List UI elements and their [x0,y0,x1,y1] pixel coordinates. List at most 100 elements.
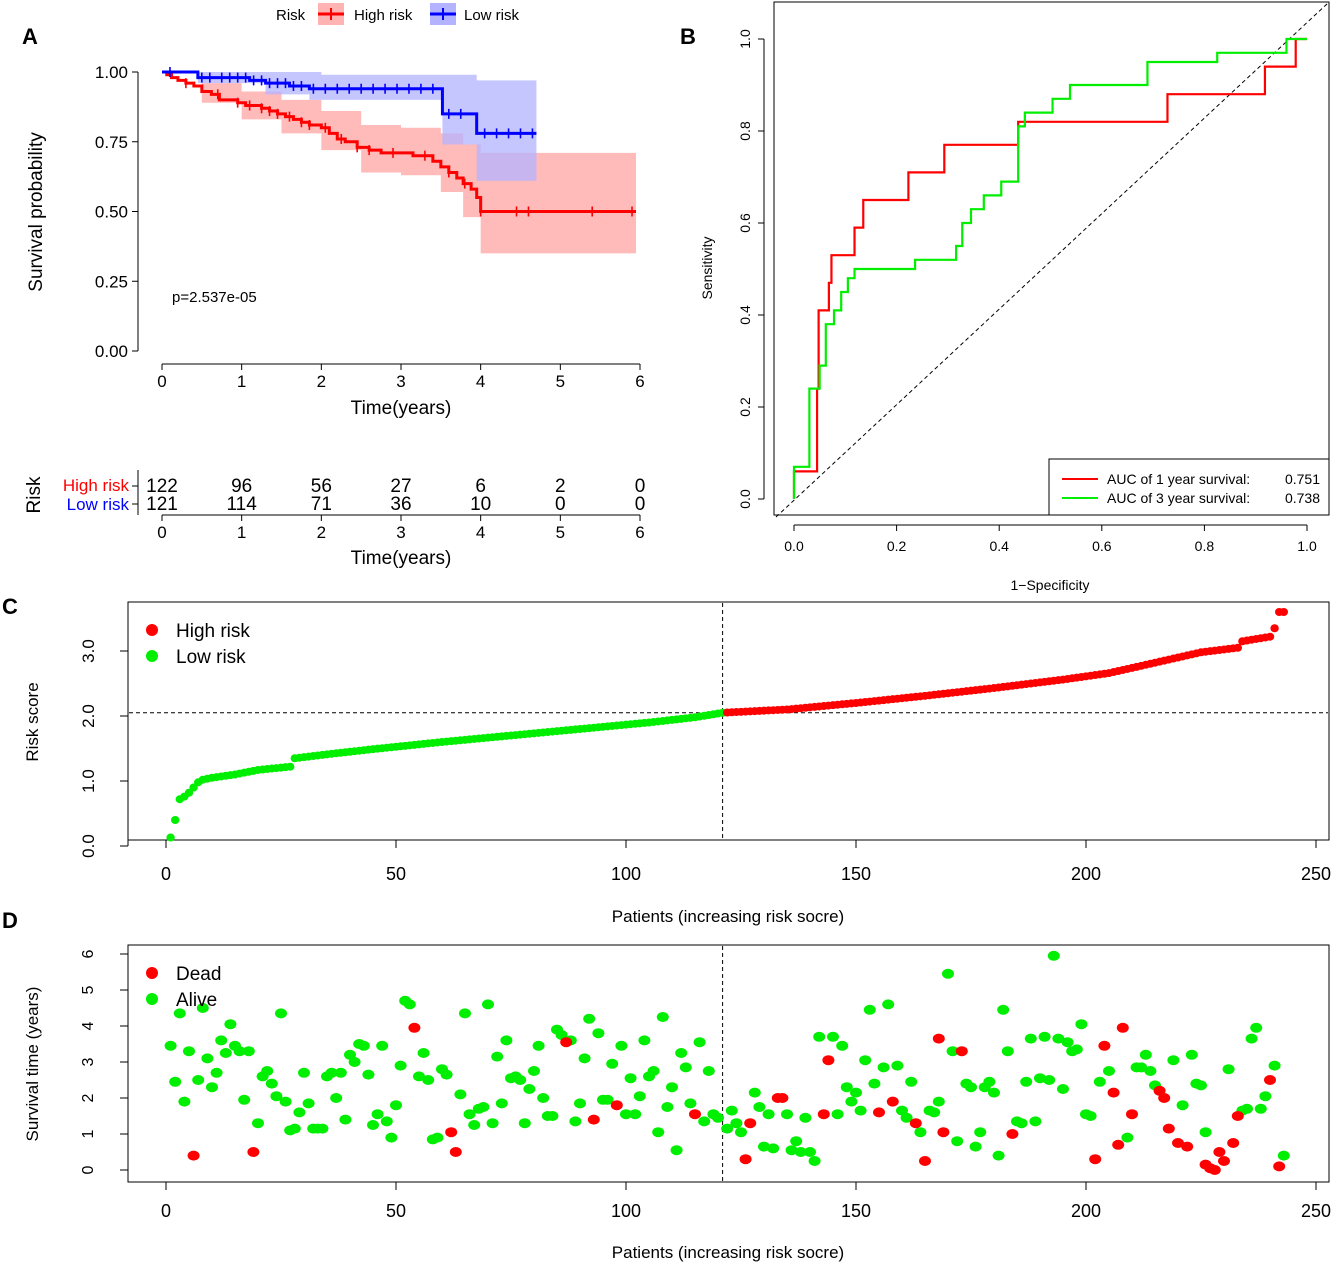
status-point-alive [252,1118,264,1129]
status-point-alive [537,1093,550,1103]
status-y-tick-label: 2 [80,1093,97,1102]
risk-axes: 0 50 100 150 200 250 0.0 1.0 2.0 3.0 [79,603,1331,884]
risk-x-tick-label: 100 [611,864,641,884]
status-point-alive [762,1109,775,1120]
km-x-tick-label: 5 [556,372,565,391]
status-point-dead [1158,1093,1171,1103]
risk-x-tick-label: 250 [1301,864,1331,884]
status-point-alive [781,1109,793,1120]
roc-plot-box [773,1,1330,516]
risk-table-cell: 96 [231,476,252,497]
km-x-tick-label: 2 [317,372,326,391]
status-point-alive [905,1076,918,1087]
risk-table-cell: 2 [555,476,566,497]
status-point-dead [886,1096,899,1107]
status-x-tick-label: 100 [611,1201,641,1221]
status-point-alive [357,1040,370,1051]
status-point-alive [242,1046,255,1057]
status-point-alive [730,1118,743,1129]
status-point-dead [744,1118,757,1129]
status-point-alive [1052,1033,1065,1044]
km-legend-high-label: High risk [354,7,413,24]
status-legend-alive-dot [146,993,158,1005]
status-point-alive [758,1141,770,1152]
risk-y-tick-label: 2.0 [79,704,98,728]
status-point-alive [863,1004,876,1015]
status-point-alive [532,1040,545,1051]
status-point-alive [900,1112,913,1123]
km-y-tick-label: 0.25 [95,272,128,291]
risk-table-x-tick-label: 0 [157,523,166,542]
status-point-alive [1043,1075,1056,1085]
status-point-alive [482,999,494,1010]
risk-points [166,608,1289,842]
panel-letter-d: D [2,908,18,933]
roc-curve-1yr [792,37,1307,499]
status-point-alive [946,1046,959,1057]
status-point-dead [1112,1139,1125,1150]
km-axes: 0.00 0.25 0.50 0.75 1.00 0 1 2 3 4 5 6 [95,63,645,391]
status-point-dead [610,1100,623,1111]
status-point-dead [919,1156,931,1166]
status-point-alive [454,1089,467,1100]
status-x-label: Patients (increasing risk socre) [612,1243,844,1262]
status-point-alive [298,1067,310,1078]
status-point-alive [997,1004,1010,1015]
status-point-alive [1103,1066,1115,1076]
status-point-alive [675,1048,688,1058]
km-x-tick-label: 6 [635,372,644,391]
status-point-alive [767,1143,780,1154]
risk-x-tick-label: 0 [161,864,171,884]
status-point-alive [983,1076,996,1087]
risk-legend-high-dot [146,624,158,636]
roc-x-tick-label: 0.8 [1195,538,1215,554]
km-y-tick-label: 0.75 [95,133,128,152]
status-point-alive [1024,1033,1037,1044]
status-y-tick-label: 0 [80,1165,97,1174]
status-point-alive [371,1109,384,1120]
km-x-tick-label: 1 [237,372,246,391]
status-point-alive [845,1096,858,1107]
status-point-alive [219,1048,232,1058]
status-y-label: Survival time (years) [23,987,42,1142]
status-point-alive [1057,1084,1069,1094]
risk-table-x-tick-label: 4 [476,523,485,542]
status-point-alive [367,1120,379,1130]
status-point-alive [928,1107,941,1118]
risk-point-high [1265,632,1275,641]
status-point-alive [1176,1100,1189,1111]
status-point-alive [624,1073,637,1084]
status-point-alive [380,1116,393,1127]
status-point-alive [238,1094,251,1105]
status-point-alive [1047,950,1060,961]
roc-curve-3yr [792,37,1307,499]
status-point-alive [877,1062,890,1073]
status-point-alive [638,1035,651,1046]
status-point-dead [1231,1111,1244,1121]
status-point-alive [652,1127,665,1138]
status-point-alive [1139,1049,1152,1060]
status-point-alive [1254,1103,1267,1114]
status-point-alive [178,1096,191,1107]
risk-x-tick-label: 50 [386,864,406,884]
status-point-alive [799,1112,812,1123]
status-point-dead [932,1033,945,1044]
roc-x-tick-label: 0.6 [1092,538,1112,554]
status-point-dead [1172,1138,1184,1148]
status-point-alive [215,1035,228,1046]
status-y-tick-label: 4 [80,1021,97,1030]
status-point-alive [413,1071,425,1082]
risk-table-cell: 10 [470,494,491,515]
panel-letter-b: B [680,24,696,49]
status-point-alive [417,1048,430,1058]
risk-x-label: Patients (increasing risk socre) [612,907,844,926]
status-point-alive [808,1156,821,1166]
panel-letter-c: C [2,594,18,619]
risk-table-cell: 0 [635,476,646,497]
status-point-dead [1098,1040,1111,1051]
status-y-tick-label: 5 [80,985,97,994]
status-point-alive [164,1040,177,1051]
roc-y-label: Sensitivity [699,236,715,299]
